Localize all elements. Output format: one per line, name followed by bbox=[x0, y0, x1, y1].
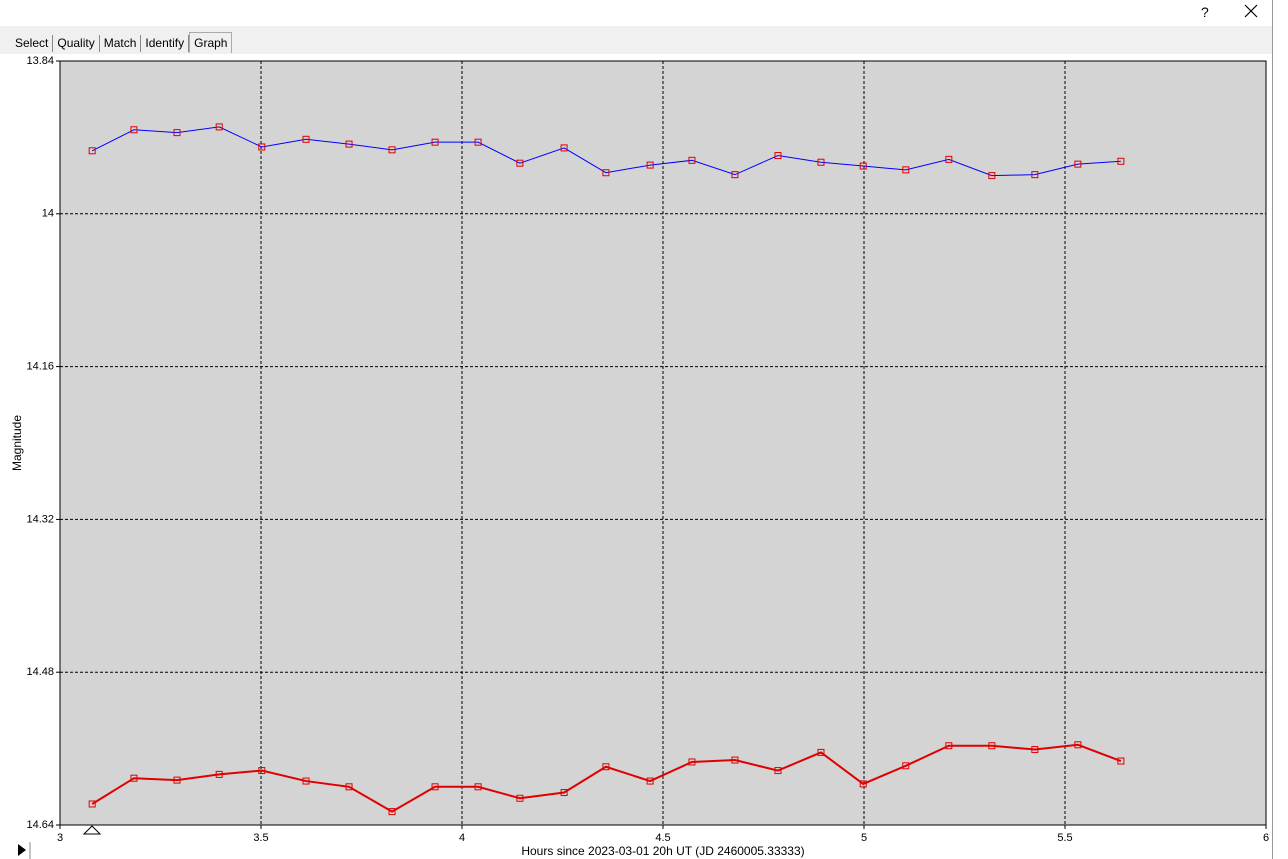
chart: Magnitude Hours since 2023-03-01 20h UT … bbox=[10, 55, 1269, 859]
point-marker bbox=[560, 144, 568, 152]
x-tick-label: 5 bbox=[861, 832, 867, 844]
point-marker bbox=[688, 156, 696, 164]
tab[interactable]: Identify bbox=[141, 35, 190, 52]
point-marker bbox=[859, 162, 867, 170]
point-marker bbox=[602, 763, 610, 771]
point-marker bbox=[88, 800, 96, 808]
point-marker bbox=[431, 138, 439, 146]
y-tick-label: 14.32 bbox=[26, 513, 54, 525]
point-marker bbox=[560, 789, 568, 797]
point-marker bbox=[516, 794, 524, 802]
time-marker bbox=[82, 825, 102, 835]
point-marker bbox=[988, 742, 996, 750]
tab-strip: Select Quality Match Identify Graph bbox=[0, 26, 1272, 54]
point-marker bbox=[602, 169, 610, 177]
point-marker bbox=[817, 748, 825, 756]
series-line bbox=[91, 743, 1122, 813]
point-marker bbox=[774, 767, 782, 775]
point-marker bbox=[345, 140, 353, 148]
point-marker bbox=[988, 172, 996, 180]
point-marker bbox=[731, 756, 739, 764]
point-marker bbox=[902, 762, 910, 770]
point-marker bbox=[1031, 171, 1039, 179]
tab[interactable]: Match bbox=[100, 35, 142, 52]
point-marker bbox=[431, 783, 439, 791]
point-marker bbox=[130, 774, 138, 782]
point-marker bbox=[345, 783, 353, 791]
title-bar: ? bbox=[0, 0, 1288, 26]
point-marker bbox=[302, 135, 310, 143]
play-button[interactable] bbox=[18, 844, 26, 856]
point-marker bbox=[1117, 157, 1125, 165]
point-marker bbox=[1074, 741, 1082, 749]
point-marker bbox=[1031, 746, 1039, 754]
x-tick-label: 4 bbox=[459, 832, 465, 844]
x-tick-label: 5.5 bbox=[1057, 832, 1072, 844]
point-marker bbox=[945, 155, 953, 163]
point-marker bbox=[215, 123, 223, 131]
point-marker bbox=[173, 776, 181, 784]
close-button[interactable] bbox=[1244, 4, 1258, 18]
point-marker bbox=[302, 777, 310, 785]
y-tick-label: 14 bbox=[42, 208, 54, 220]
y-tick-label: 14.64 bbox=[26, 819, 54, 831]
tab[interactable]: Select bbox=[11, 35, 54, 52]
point-marker bbox=[945, 742, 953, 750]
point-marker bbox=[173, 129, 181, 137]
y-tick-label: 14.48 bbox=[26, 666, 54, 678]
point-marker bbox=[1074, 160, 1082, 168]
point-marker bbox=[646, 777, 654, 785]
point-marker bbox=[258, 143, 266, 151]
point-marker bbox=[817, 158, 825, 166]
help-button[interactable]: ? bbox=[1201, 4, 1209, 20]
point-marker bbox=[1117, 757, 1125, 765]
x-tick-label: 6 bbox=[1263, 832, 1269, 844]
point-marker bbox=[130, 126, 138, 134]
point-marker bbox=[388, 808, 396, 816]
series-line bbox=[91, 126, 1121, 177]
point-marker bbox=[516, 159, 524, 167]
x-tick-label: 3.5 bbox=[253, 832, 268, 844]
point-marker bbox=[688, 758, 696, 766]
point-marker bbox=[474, 783, 482, 791]
point-marker bbox=[774, 152, 782, 160]
point-marker bbox=[731, 171, 739, 179]
point-marker bbox=[646, 161, 654, 169]
y-tick-label: 13.84 bbox=[26, 55, 54, 67]
x-tick-label: 4.5 bbox=[655, 832, 670, 844]
x-axis-label: Hours since 2023-03-01 20h UT (JD 246000… bbox=[521, 844, 804, 858]
point-marker bbox=[902, 166, 910, 174]
point-marker bbox=[215, 770, 223, 778]
x-tick-label: 3 bbox=[57, 832, 63, 844]
point-marker bbox=[88, 147, 96, 155]
point-marker bbox=[388, 146, 396, 154]
y-tick-label: 14.16 bbox=[26, 361, 54, 373]
point-marker bbox=[474, 138, 482, 146]
point-marker bbox=[258, 767, 266, 775]
point-marker bbox=[859, 780, 867, 788]
tab[interactable]: Graph bbox=[189, 32, 233, 53]
side-panel bbox=[1272, 0, 1288, 859]
tab[interactable]: Quality bbox=[53, 35, 100, 52]
y-axis-label: Magnitude bbox=[10, 415, 24, 471]
